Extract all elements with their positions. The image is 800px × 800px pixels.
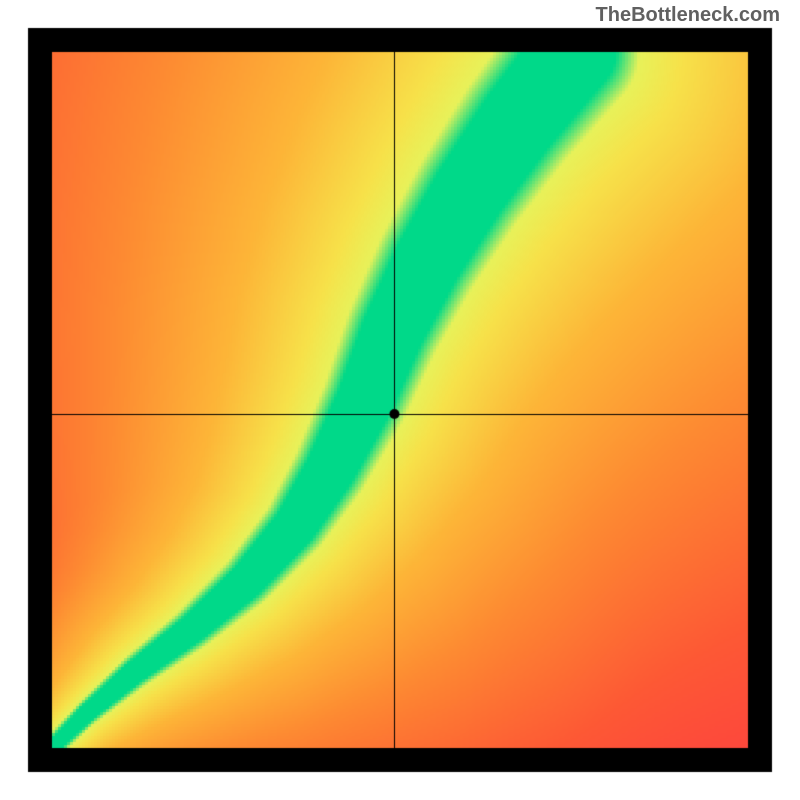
- bottleneck-heatmap: [0, 0, 800, 800]
- chart-container: TheBottleneck.com: [0, 0, 800, 800]
- watermark-text: TheBottleneck.com: [596, 4, 780, 27]
